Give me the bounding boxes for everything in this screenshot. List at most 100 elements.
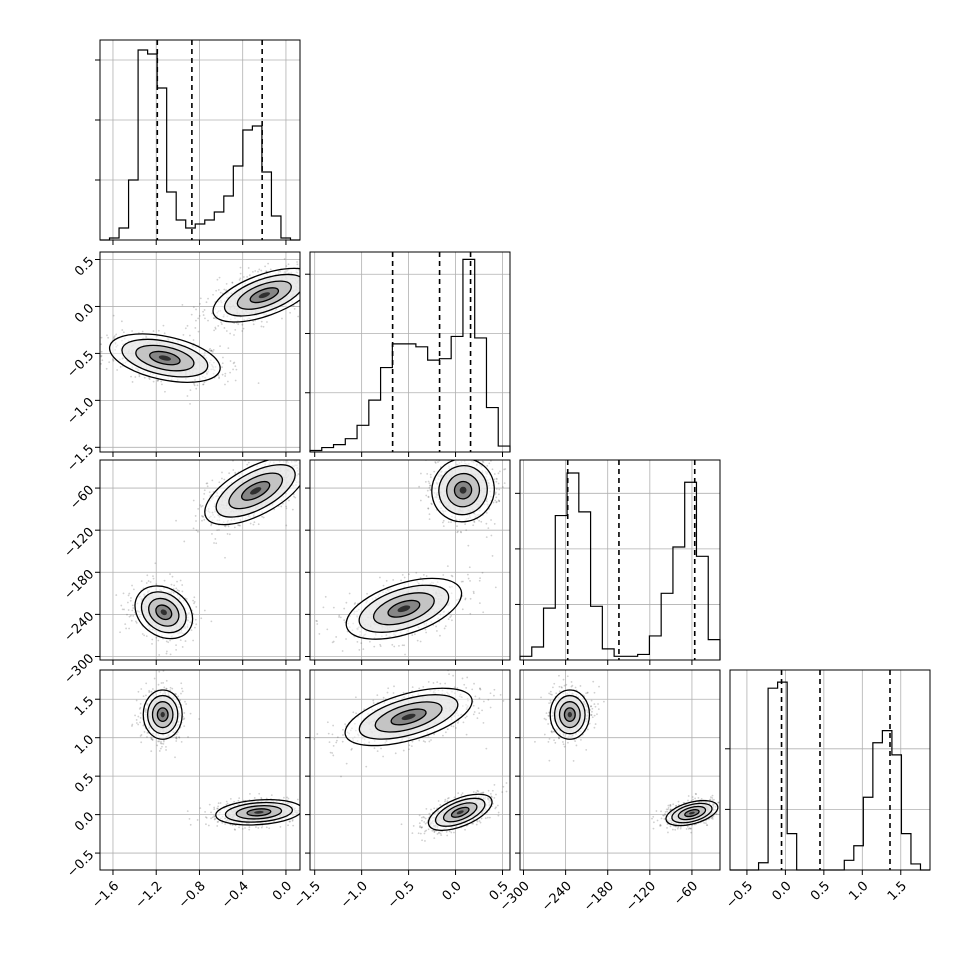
scatter-point [439, 634, 441, 637]
scatter-point [311, 295, 313, 297]
scatter-point [319, 455, 321, 457]
scatter-point [436, 630, 438, 632]
scatter-point [478, 519, 481, 522]
scatter-point [476, 450, 478, 452]
scatter-point [493, 473, 496, 475]
scatter-point [304, 275, 306, 277]
scatter-point [128, 592, 131, 595]
scatter-point [495, 477, 498, 480]
scatter-point [208, 803, 211, 806]
scatter-point [157, 683, 160, 686]
scatter-point [169, 639, 171, 642]
scatter-point [233, 526, 236, 529]
scatter-point [427, 507, 430, 510]
scatter-point [303, 279, 305, 281]
scatter-point [331, 641, 334, 644]
scatter-point [373, 645, 376, 648]
scatter-point [199, 302, 201, 305]
scatter-point [319, 278, 321, 280]
scatter-point [495, 501, 498, 504]
scatter-point [305, 475, 307, 477]
scatter-point [451, 575, 454, 578]
scatter-point [326, 283, 328, 285]
scatter-point [442, 456, 444, 458]
scatter-point [430, 503, 433, 506]
scatter-point [336, 264, 338, 266]
scatter-point [528, 555, 530, 557]
scatter-point [429, 484, 432, 487]
scatter-point [205, 301, 208, 304]
scatter-point [316, 620, 318, 623]
scatter-point [247, 461, 250, 464]
scatter-point [238, 278, 241, 281]
scatter-point [195, 606, 198, 608]
scatter-point [232, 362, 235, 365]
scatter-point [262, 325, 265, 328]
scatter-point [312, 288, 314, 290]
scatter-point [360, 642, 363, 645]
scatter-point [427, 480, 430, 483]
scatter-point [135, 620, 137, 623]
scatter-point [379, 643, 382, 646]
scatter-point [430, 502, 433, 505]
scatter-point [416, 639, 419, 642]
scatter-point [128, 615, 131, 618]
scatter-point [303, 471, 305, 473]
scatter-point [201, 514, 203, 517]
scatter-point [450, 614, 453, 617]
scatter-point [317, 288, 319, 290]
scatter-point [157, 379, 160, 382]
scatter-point [294, 496, 297, 499]
scatter-point [123, 608, 125, 611]
scatter-point [460, 531, 463, 534]
scatter-point [160, 740, 162, 743]
scatter-point [226, 380, 229, 383]
scatter-point [285, 524, 288, 527]
scatter-point [165, 746, 167, 748]
scatter-point [315, 302, 317, 304]
scatter-point [201, 504, 204, 507]
scatter-point [437, 461, 439, 463]
scatter-point [138, 375, 141, 378]
scatter-point [310, 293, 312, 295]
scatter-point [219, 345, 221, 348]
scatter-point [187, 736, 189, 738]
scatter-point [293, 307, 296, 310]
scatter-point [324, 281, 326, 283]
scatter-point [220, 321, 223, 324]
scatter-point [121, 329, 124, 331]
scatter-point [152, 577, 155, 580]
scatter-point [139, 716, 142, 719]
scatter-point [135, 719, 138, 721]
scatter-point [325, 268, 327, 270]
scatter-point [140, 734, 143, 736]
scatter-point [472, 592, 475, 595]
scatter-point [163, 579, 166, 582]
scatter-point [413, 633, 416, 636]
scatter-point [161, 745, 163, 748]
scatter-point [149, 581, 152, 583]
scatter-point [119, 365, 122, 368]
scatter-point [425, 575, 428, 577]
scatter-point [158, 750, 161, 752]
scatter-point [164, 390, 166, 393]
scatter-point [304, 285, 306, 287]
scatter-point [131, 609, 134, 612]
scatter-point [494, 586, 497, 589]
scatter-point [442, 574, 445, 576]
scatter-point [419, 640, 422, 643]
scatter-point [307, 284, 309, 286]
scatter-point [434, 461, 437, 463]
scatter-point [176, 589, 179, 592]
scatter-point [222, 356, 224, 359]
scatter-point [174, 756, 176, 759]
scatter-point [204, 317, 206, 320]
scatter-point [165, 640, 168, 643]
scatter-point [182, 333, 185, 336]
scatter-point [120, 320, 123, 323]
scatter-point [115, 594, 118, 596]
scatter-point [207, 297, 209, 300]
scatter-point [496, 478, 498, 480]
scatter-point [162, 743, 165, 745]
scatter-point [100, 354, 103, 357]
